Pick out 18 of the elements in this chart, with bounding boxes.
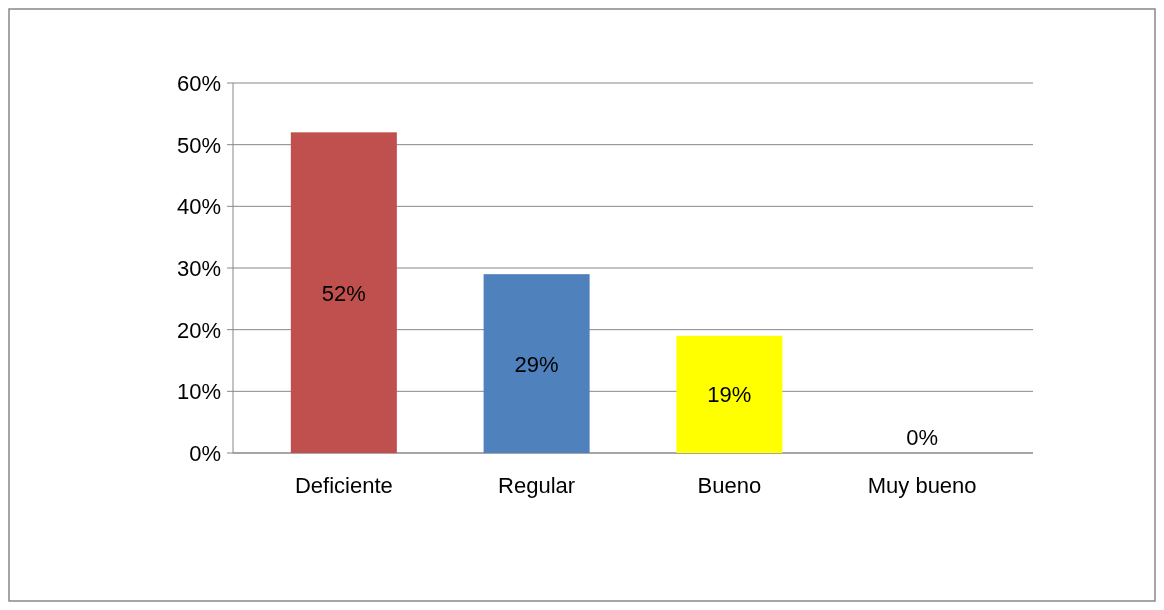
y-tick-label: 60%: [176, 71, 221, 96]
y-tick-label: 30%: [176, 256, 221, 281]
x-tick-label: Regular: [498, 473, 576, 498]
y-tick-label: 0%: [189, 441, 221, 466]
x-tick-label: Muy bueno: [867, 473, 977, 498]
y-tick-label: 40%: [176, 194, 221, 220]
y-tick-label: 10%: [176, 379, 221, 405]
data-label: 29%: [514, 351, 559, 377]
bar: [483, 274, 590, 453]
data-label: 0%: [906, 425, 939, 450]
bar: [290, 132, 397, 453]
x-tick-label: Deficiente: [294, 473, 393, 498]
y-tick-label: 50%: [176, 132, 221, 158]
data-label: 19%: [707, 382, 752, 408]
x-tick-label: Bueno: [697, 473, 762, 498]
y-tick-label: 20%: [176, 317, 221, 343]
bar: [676, 335, 783, 453]
data-label: 52%: [321, 280, 366, 306]
